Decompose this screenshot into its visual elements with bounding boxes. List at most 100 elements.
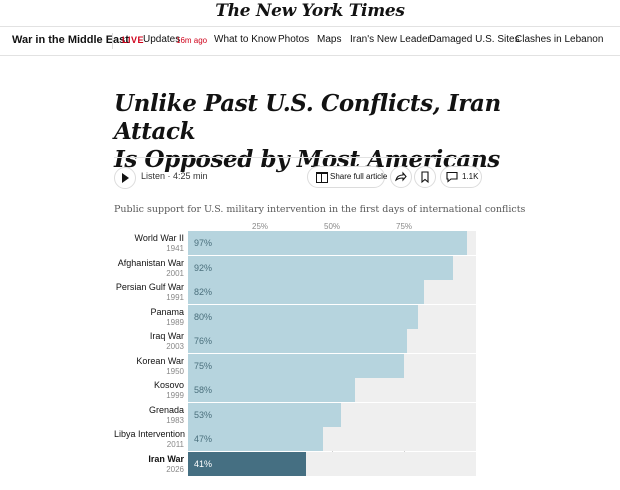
comments-button[interactable]: 1.1K xyxy=(440,166,482,188)
share-label: Share full article xyxy=(330,172,388,181)
bar-value-label: 76% xyxy=(194,336,213,346)
share-article-button[interactable]: Share full article xyxy=(307,166,388,188)
nav-link-irans-new-leader[interactable]: Iran's New Leader xyxy=(350,34,431,45)
chart-row: Kosovo 1999 58% xyxy=(114,378,476,403)
support-bar: 80% xyxy=(188,304,419,330)
row-label: Afghanistan War 2001 xyxy=(114,258,184,279)
bar-track: 75% xyxy=(188,353,476,379)
bar-value-label: 47% xyxy=(194,434,213,444)
support-bar: 58% xyxy=(188,378,356,403)
bar-track: 58% xyxy=(188,378,476,403)
live-updates-time: 16m ago xyxy=(176,36,208,45)
conflict-year: 2011 xyxy=(166,440,184,449)
bar-value-label: 92% xyxy=(194,262,213,273)
conflict-name: Persian Gulf War xyxy=(115,282,184,292)
conflict-name: Iran War xyxy=(148,453,184,464)
support-bar: 97% xyxy=(188,231,468,256)
bar-track: 76% xyxy=(188,329,476,354)
bar-track: 97% xyxy=(188,231,476,256)
conflict-name: Afghanistan War xyxy=(117,257,184,268)
conflict-name: Korean War xyxy=(136,355,184,366)
headline-line-1: Unlike Past U.S. Conflicts, Iran Attack xyxy=(114,90,501,145)
chart-row: Panama 1989 80% xyxy=(114,304,476,330)
bar-value-label: 82% xyxy=(194,287,213,297)
bar-value-label: 53% xyxy=(194,409,213,420)
tick-label: 75% xyxy=(395,222,413,231)
listen-button[interactable] xyxy=(114,167,136,189)
live-updates-link[interactable]: Updates xyxy=(143,34,181,45)
bar-track: 53% xyxy=(188,402,476,428)
conflict-name: Libya Intervention xyxy=(114,429,186,439)
chart-subtitle: Public support for U.S. military interve… xyxy=(114,204,526,215)
listen-label[interactable]: Listen · 4:25 min xyxy=(141,171,208,181)
save-bookmark-button[interactable] xyxy=(414,166,436,188)
nav-link-clashes-in-lebanon[interactable]: Clashes in Lebanon xyxy=(515,34,604,45)
conflict-name: Iraq War xyxy=(149,331,184,341)
conflict-year: 2001 xyxy=(166,268,184,278)
conflict-year: 1991 xyxy=(166,293,184,302)
support-bar: 41% xyxy=(188,451,307,477)
bar-track: 92% xyxy=(188,255,476,281)
conflict-name: Panama xyxy=(150,306,184,317)
conflict-year: 2003 xyxy=(166,342,184,351)
bar-value-label: 58% xyxy=(194,385,213,395)
conflict-year: 2026 xyxy=(166,464,184,474)
conflict-name: World War II xyxy=(134,233,184,243)
section-nav: War in the Middle East LIVE Updates 16m … xyxy=(0,26,620,56)
article-headline: Unlike Past U.S. Conflicts, Iran Attack … xyxy=(114,90,504,174)
bar-value-label: 97% xyxy=(194,238,213,248)
bar-value-label: 75% xyxy=(194,360,213,371)
nav-link-maps[interactable]: Maps xyxy=(317,34,342,45)
chart-row: World War II 1941 97% xyxy=(114,231,476,256)
forward-share-button[interactable] xyxy=(390,166,412,188)
tick-label: 50% xyxy=(323,222,341,231)
row-label: Iran War 2026 xyxy=(114,454,184,475)
chart-row: Afghanistan War 2001 92% xyxy=(114,255,476,281)
tick-label: 25% xyxy=(251,222,269,231)
comments-count: 1.1K xyxy=(462,172,479,181)
chart-row: Korean War 1950 75% xyxy=(114,353,476,379)
row-label: Korean War 1950 xyxy=(114,356,184,377)
row-label: World War II 1941 xyxy=(114,233,184,254)
nyt-logo[interactable]: The New York Times xyxy=(215,1,405,21)
gift-icon xyxy=(316,172,328,183)
support-bar: 53% xyxy=(188,402,341,428)
chart-row: Iran War 2026 41% xyxy=(114,451,476,477)
play-icon xyxy=(122,173,129,183)
masthead: The New York Times xyxy=(0,0,620,26)
support-bar: 47% xyxy=(188,427,324,452)
nav-divider xyxy=(112,33,113,49)
support-bar: 82% xyxy=(188,280,425,305)
bar-value-label: 41% xyxy=(194,458,213,469)
row-label: Persian Gulf War 1991 xyxy=(114,282,184,303)
conflict-name: Kosovo xyxy=(153,380,184,390)
headline-divider xyxy=(114,157,482,158)
chart-row: Persian Gulf War 1991 82% xyxy=(114,280,476,305)
nav-link-damaged-us-sites[interactable]: Damaged U.S. Sites xyxy=(429,34,520,45)
conflict-year: 1989 xyxy=(166,317,184,327)
bar-track: 80% xyxy=(188,304,476,330)
support-bar: 76% xyxy=(188,329,407,354)
nav-section-title[interactable]: War in the Middle East xyxy=(12,34,129,46)
conflict-year: 1941 xyxy=(166,244,184,253)
chart-row: Libya Intervention 2011 47% xyxy=(114,427,476,452)
live-badge[interactable]: LIVE xyxy=(122,35,145,45)
conflict-year: 1983 xyxy=(166,415,184,425)
conflict-year: 1950 xyxy=(166,366,184,376)
row-label: Grenada 1983 xyxy=(114,405,184,426)
row-label: Kosovo 1999 xyxy=(114,380,184,401)
chart-row: Grenada 1983 53% xyxy=(114,402,476,428)
row-label: Panama 1989 xyxy=(114,307,184,328)
bar-value-label: 80% xyxy=(194,311,213,322)
conflict-year: 1999 xyxy=(166,391,184,400)
bar-track: 41% xyxy=(188,451,476,477)
headline-line-2: Is Opposed by Most Americans xyxy=(114,146,500,173)
nav-link-what-to-know[interactable]: What to Know xyxy=(214,34,277,45)
bar-track: 82% xyxy=(188,280,476,305)
nav-link-photos[interactable]: Photos xyxy=(278,34,310,45)
chart-row: Iraq War 2003 76% xyxy=(114,329,476,354)
row-label: Iraq War 2003 xyxy=(114,331,184,352)
support-bar: 75% xyxy=(188,353,404,379)
conflict-name: Grenada xyxy=(148,404,184,415)
bar-track: 47% xyxy=(188,427,476,452)
